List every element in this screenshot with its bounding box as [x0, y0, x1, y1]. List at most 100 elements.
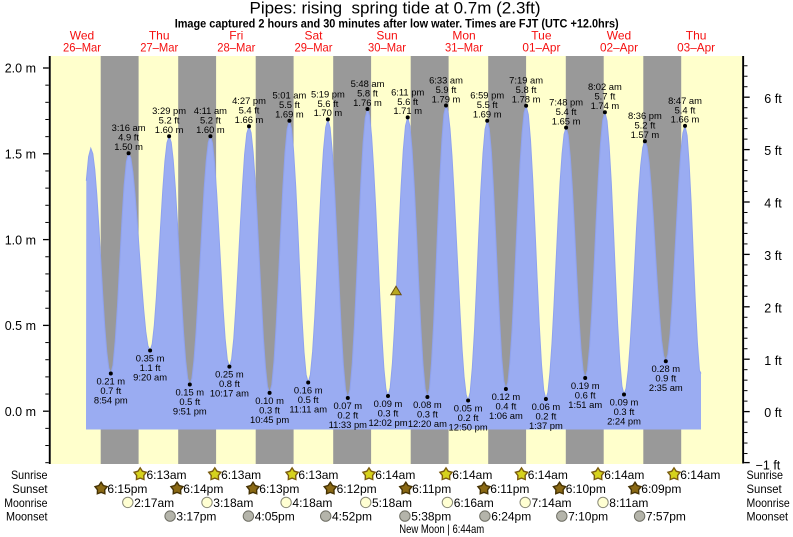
svg-text:12:50 pm: 12:50 pm — [449, 421, 488, 432]
svg-text:5.2 ft: 5.2 ft — [200, 115, 221, 126]
svg-text:Wed: Wed — [70, 29, 94, 43]
svg-text:26–Mar: 26–Mar — [63, 41, 101, 55]
svg-text:5.2 ft: 5.2 ft — [634, 120, 655, 131]
svg-text:1.78 m: 1.78 m — [512, 94, 541, 105]
svg-text:6:14am: 6:14am — [375, 468, 415, 482]
svg-text:28–Mar: 28–Mar — [217, 41, 255, 55]
svg-text:1.66 m: 1.66 m — [671, 114, 700, 125]
svg-text:0.7 ft: 0.7 ft — [100, 385, 121, 396]
svg-text:3:29 pm: 3:29 pm — [152, 105, 186, 116]
svg-text:5.6 ft: 5.6 ft — [397, 96, 418, 107]
svg-text:3 ft: 3 ft — [764, 249, 782, 263]
svg-text:5:38pm: 5:38pm — [411, 510, 451, 524]
svg-text:9:20 am: 9:20 am — [133, 371, 167, 382]
svg-text:6:13am: 6:13am — [298, 468, 338, 482]
svg-text:6:09pm: 6:09pm — [641, 482, 681, 496]
svg-text:1.69 m: 1.69 m — [473, 109, 502, 120]
svg-text:5.4 ft: 5.4 ft — [556, 106, 577, 117]
svg-text:27–Mar: 27–Mar — [140, 41, 178, 55]
svg-text:8:36 pm: 8:36 pm — [628, 110, 662, 121]
svg-text:2 ft: 2 ft — [764, 301, 782, 315]
svg-text:0.21 m: 0.21 m — [96, 376, 125, 387]
svg-text:1.5 m: 1.5 m — [5, 148, 36, 162]
svg-text:0.09 m: 0.09 m — [610, 397, 639, 408]
svg-text:5.8 ft: 5.8 ft — [516, 84, 537, 95]
svg-text:5.8 ft: 5.8 ft — [357, 87, 378, 98]
svg-text:0.09 m: 0.09 m — [374, 398, 403, 409]
svg-text:8:11am: 8:11am — [609, 496, 648, 510]
svg-text:0.2 ft: 0.2 ft — [535, 410, 556, 421]
svg-text:7:14am: 7:14am — [532, 496, 572, 510]
svg-text:3:18am: 3:18am — [213, 496, 253, 510]
svg-text:0.0 m: 0.0 m — [5, 405, 36, 419]
svg-text:9:51 pm: 9:51 pm — [173, 405, 207, 416]
svg-text:02–Apr: 02–Apr — [600, 41, 638, 55]
svg-text:2:24 pm: 2:24 pm — [607, 415, 641, 426]
svg-text:Thu: Thu — [149, 29, 170, 43]
svg-text:0.5 ft: 0.5 ft — [179, 396, 200, 407]
svg-text:3:17pm: 3:17pm — [176, 510, 216, 524]
svg-text:0.07 m: 0.07 m — [333, 400, 362, 411]
svg-text:Moonset: Moonset — [747, 510, 789, 524]
svg-text:7:57pm: 7:57pm — [646, 510, 686, 524]
svg-text:6:14am: 6:14am — [604, 468, 644, 482]
svg-text:0.05 m: 0.05 m — [454, 403, 483, 414]
svg-text:8:54 pm: 8:54 pm — [94, 394, 128, 405]
svg-text:6:16am: 6:16am — [454, 496, 494, 510]
svg-text:5:18am: 5:18am — [372, 496, 412, 510]
svg-text:4:18am: 4:18am — [292, 496, 332, 510]
svg-text:0.3 ft: 0.3 ft — [417, 408, 438, 419]
svg-text:Thu: Thu — [686, 29, 707, 43]
svg-text:Mon: Mon — [452, 29, 475, 43]
svg-text:−1 ft: −1 ft — [756, 458, 781, 472]
svg-text:11:33 pm: 11:33 pm — [329, 419, 368, 430]
svg-text:5:48 am: 5:48 am — [351, 78, 385, 89]
svg-text:6:13am: 6:13am — [221, 468, 261, 482]
svg-text:Pipes: rising spring tide at: Pipes: rising spring tide at 0.7m (2.3ft… — [249, 0, 540, 17]
svg-text:6:15pm: 6:15pm — [107, 482, 147, 496]
svg-text:Sunset: Sunset — [747, 482, 783, 496]
svg-text:5:01 am: 5:01 am — [272, 90, 306, 101]
svg-text:6:13am: 6:13am — [147, 468, 187, 482]
svg-text:4:52pm: 4:52pm — [332, 510, 372, 524]
svg-text:1.74 m: 1.74 m — [591, 100, 620, 111]
svg-text:0.28 m: 0.28 m — [651, 363, 680, 374]
svg-text:1.60 m: 1.60 m — [155, 124, 184, 135]
svg-text:03–Apr: 03–Apr — [677, 41, 715, 55]
svg-text:Fri: Fri — [229, 29, 243, 43]
svg-text:1:51 am: 1:51 am — [568, 399, 602, 410]
svg-text:6:14am: 6:14am — [452, 468, 492, 482]
svg-text:4:05pm: 4:05pm — [255, 510, 295, 524]
svg-text:1.71 m: 1.71 m — [393, 105, 422, 116]
svg-text:6:14pm: 6:14pm — [183, 482, 223, 496]
svg-text:8:47 am: 8:47 am — [668, 95, 702, 106]
svg-text:6:13pm: 6:13pm — [259, 482, 299, 496]
svg-text:1.50 m: 1.50 m — [114, 141, 143, 152]
svg-text:6:10pm: 6:10pm — [566, 482, 606, 496]
svg-text:6:14am: 6:14am — [528, 468, 568, 482]
svg-text:10:17 am: 10:17 am — [210, 388, 249, 399]
svg-text:0.12 m: 0.12 m — [492, 391, 521, 402]
svg-text:1.65 m: 1.65 m — [552, 115, 581, 126]
svg-text:1.76 m: 1.76 m — [353, 97, 382, 108]
svg-text:6 ft: 6 ft — [764, 92, 782, 106]
svg-text:7:48 pm: 7:48 pm — [549, 97, 583, 108]
svg-text:1:06 am: 1:06 am — [489, 410, 523, 421]
svg-text:0.5 m: 0.5 m — [5, 319, 36, 333]
svg-text:Wed: Wed — [607, 29, 631, 43]
svg-text:1.69 m: 1.69 m — [275, 109, 304, 120]
svg-text:0.6 ft: 0.6 ft — [575, 389, 596, 400]
svg-text:29–Mar: 29–Mar — [295, 41, 333, 55]
svg-text:5:19 pm: 5:19 pm — [311, 88, 345, 99]
svg-text:Tue: Tue — [531, 29, 552, 43]
svg-text:1:37 pm: 1:37 pm — [529, 420, 563, 431]
svg-text:Sunrise: Sunrise — [747, 468, 784, 482]
svg-text:0.8 ft: 0.8 ft — [219, 378, 240, 389]
svg-text:5.4 ft: 5.4 ft — [675, 104, 696, 115]
svg-text:0.35 m: 0.35 m — [136, 353, 165, 364]
svg-text:2:17am: 2:17am — [134, 496, 174, 510]
svg-text:30–Mar: 30–Mar — [368, 41, 406, 55]
svg-text:0.19 m: 0.19 m — [571, 380, 600, 391]
svg-text:0.10 m: 0.10 m — [255, 395, 284, 406]
svg-text:0.3 ft: 0.3 ft — [378, 407, 399, 418]
